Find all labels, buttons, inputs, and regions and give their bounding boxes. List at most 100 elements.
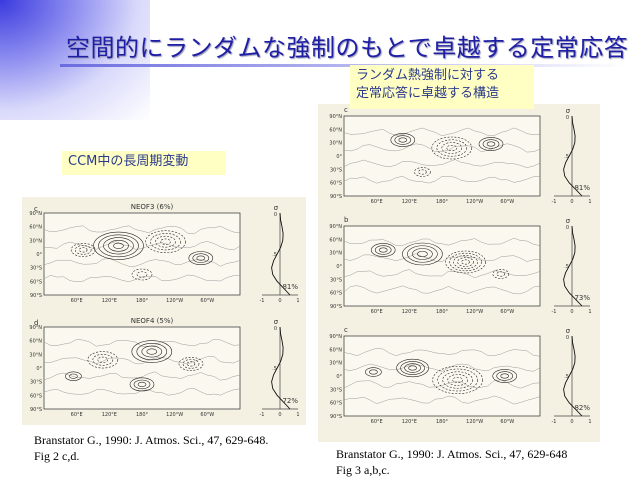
contour-line xyxy=(496,271,506,277)
callout-ccm: CCM中の長周期変動 xyxy=(62,151,226,175)
lon-label: 120°W xyxy=(466,199,483,205)
profile-percent: 73% xyxy=(574,294,590,302)
contour-line xyxy=(65,371,82,381)
lon-label: 120°E xyxy=(402,199,417,205)
panel-letter: b xyxy=(344,216,349,224)
sigma-profile: σ0.5-1 0 181% xyxy=(260,204,300,304)
lat-label: 60°N xyxy=(329,237,342,243)
sigma-symbol: σ xyxy=(274,204,279,212)
contour-map: 90°N 60°N 30°N 0° 30°S 60°S 90°S 60°E 120°E 180° 1… xyxy=(29,325,241,418)
lat-label: 60°S xyxy=(30,279,42,285)
profile-x-tick: -1 xyxy=(552,419,557,425)
lat-label: 90°N xyxy=(29,325,42,331)
map-frame xyxy=(343,335,541,417)
contour-line xyxy=(70,243,96,257)
sigma-profile: σ0.5-1 0 181% xyxy=(552,107,592,205)
sigma-tick: .5 xyxy=(564,374,569,380)
profile-curve xyxy=(271,326,291,410)
contour-line xyxy=(178,356,204,371)
coastline xyxy=(343,285,541,295)
lat-label: 30°N xyxy=(29,352,42,358)
profile-curve xyxy=(563,115,583,197)
contour-line xyxy=(412,248,433,260)
contour-line xyxy=(74,245,92,255)
caption-fig2: Branstator G., 1990: J. Atmos. Sci., 47,… xyxy=(34,432,268,464)
lat-label: 90°N xyxy=(329,334,342,340)
lon-label: 120°E xyxy=(102,412,117,418)
contour-map: 90°N 60°N 30°N 0° 30°S 60°S 90°S 60°E 120°E 180° 1… xyxy=(329,114,541,205)
lat-label: 90°N xyxy=(329,224,342,230)
profile-curve xyxy=(271,212,291,296)
profile-x-tick: -1 xyxy=(552,199,557,205)
contour-line xyxy=(482,139,500,149)
lat-label: 30°N xyxy=(329,361,342,367)
lat-label: 30°N xyxy=(29,238,42,244)
contour-line xyxy=(441,142,463,154)
lat-label: 60°N xyxy=(329,347,342,353)
contour-line xyxy=(188,251,214,265)
contour-line xyxy=(87,351,119,369)
sigma-symbol: σ xyxy=(566,217,571,225)
lon-label: 120°E xyxy=(402,309,417,315)
lon-label: 60°W xyxy=(200,412,214,418)
lat-label: 90°S xyxy=(330,304,342,310)
contour-line xyxy=(496,371,514,381)
contour-line xyxy=(431,136,473,160)
contour-line xyxy=(492,269,510,279)
profile-percent: 81% xyxy=(282,283,298,291)
contour-map: 90°N 60°N 30°N 0° 30°S 60°S 90°S 60°E 120°E 180° 1… xyxy=(329,334,541,425)
coastline xyxy=(343,269,541,279)
contour-line xyxy=(436,139,468,157)
lon-label: 180° xyxy=(436,419,449,425)
profile-x-tick: -1 xyxy=(260,412,265,418)
lat-label: 30°S xyxy=(30,380,42,386)
lat-label: 30°S xyxy=(30,266,42,272)
coastline xyxy=(43,388,241,396)
lon-label: 180° xyxy=(436,199,449,205)
lat-label: 90°S xyxy=(30,407,42,413)
lon-label: 60°W xyxy=(500,419,514,425)
contour-line xyxy=(192,253,210,263)
contour-line xyxy=(457,257,474,267)
coastline xyxy=(43,225,241,234)
coastline xyxy=(343,363,541,372)
lon-label: 60°W xyxy=(500,199,514,205)
coastline xyxy=(343,348,541,357)
profile-x-tick: 1 xyxy=(588,199,591,205)
contour-line xyxy=(78,247,88,253)
map-frame xyxy=(343,115,541,197)
lon-label: 120°E xyxy=(102,298,117,304)
lat-label: 90°S xyxy=(330,414,342,420)
contour-line xyxy=(400,361,425,375)
profile-x-tick: -1 xyxy=(260,298,265,304)
profile-x-tick: 0 xyxy=(278,412,281,418)
figure-fig3: c 90°N 60°N 30°N 0° 30°S 60°S 90°S 60°E 120°E 180°… xyxy=(318,104,600,442)
panel-letter: c xyxy=(34,205,38,213)
contour-line xyxy=(417,250,428,258)
lat-label: 30°N xyxy=(329,141,342,147)
contour-line xyxy=(449,252,482,272)
lat-label: 30°S xyxy=(330,277,342,283)
contour-line xyxy=(500,373,510,379)
figure-fig2: c NEOF3 (6%) 90°N 60°N 30°N 0° 30°S 60°S 90°S 60°… xyxy=(22,197,306,425)
panel-letter: c xyxy=(344,106,348,114)
lon-label: 60°E xyxy=(371,309,383,315)
contour-line xyxy=(69,373,78,379)
lon-label: 60°W xyxy=(500,309,514,315)
contour-line xyxy=(155,235,176,248)
coastline xyxy=(343,127,541,137)
lon-label: 60°E xyxy=(71,298,83,304)
contour-line xyxy=(404,363,421,373)
corner-gradient xyxy=(0,0,150,120)
contour-line xyxy=(136,271,148,278)
fig2-svg: c NEOF3 (6%) 90°N 60°N 30°N 0° 30°S 60°S 90°S 60°… xyxy=(29,203,300,418)
contour-map: 90°N 60°N 30°N 0° 30°S 60°S 90°S 60°E 120°E 180° 1… xyxy=(29,211,241,304)
lat-label: 90°N xyxy=(29,211,42,217)
sigma-tick: 0 xyxy=(566,115,569,121)
coastline xyxy=(43,338,241,347)
contour-line xyxy=(418,169,427,175)
lat-label: 60°S xyxy=(30,393,42,399)
caption-fig3: Branstator G., 1990: J. Atmos. Sci., 47,… xyxy=(336,446,567,478)
coastline xyxy=(343,159,541,168)
sigma-tick: 0 xyxy=(274,212,277,218)
